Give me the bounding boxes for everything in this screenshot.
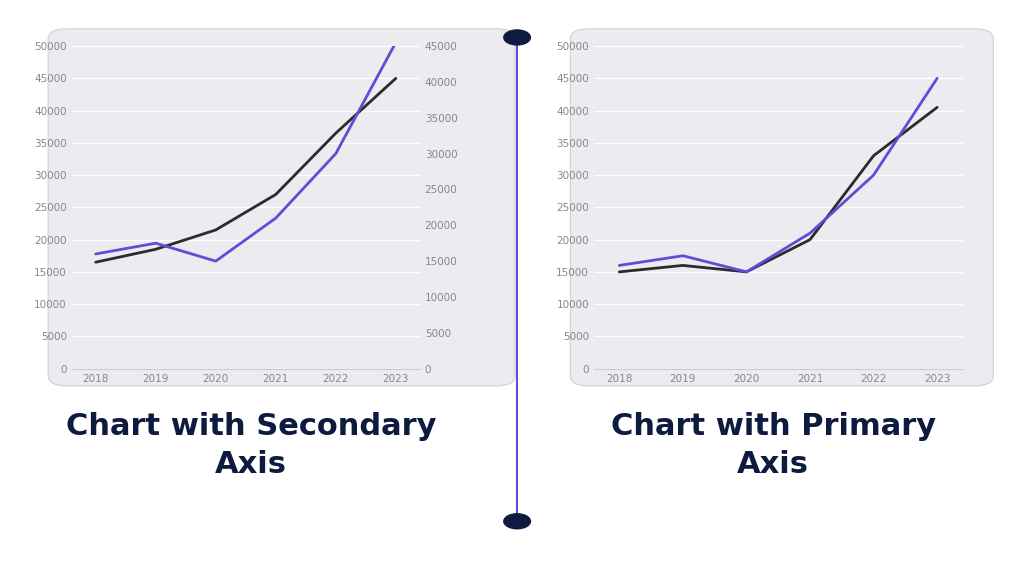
Text: Chart with Secondary
Axis: Chart with Secondary Axis: [66, 412, 436, 479]
Text: Chart with Primary
Axis: Chart with Primary Axis: [610, 412, 936, 479]
